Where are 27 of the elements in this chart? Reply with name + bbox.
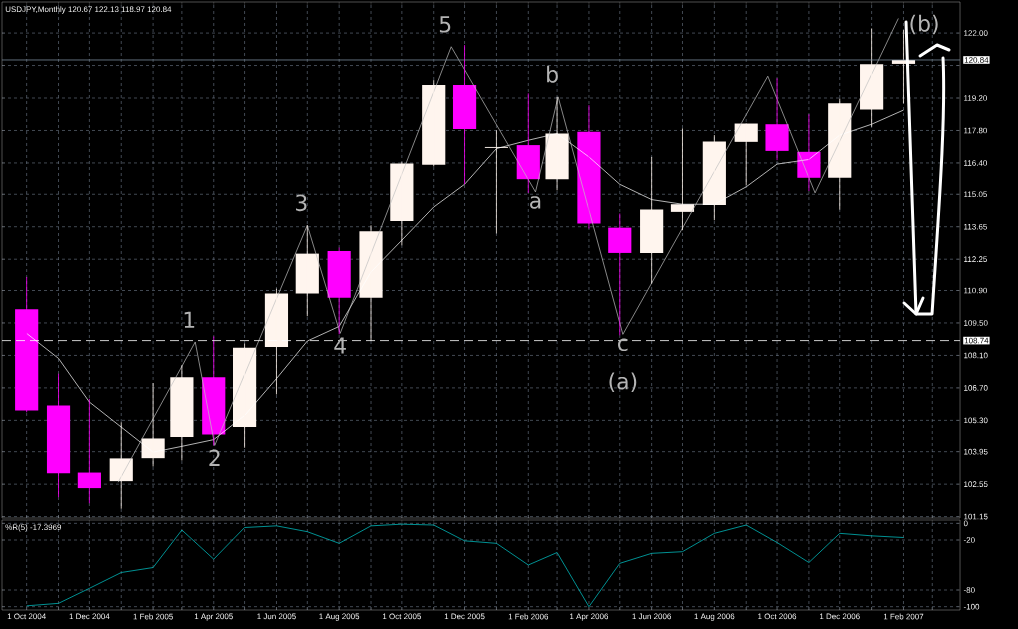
candlestick: [422, 79, 446, 167]
candlestick: [734, 123, 758, 186]
candlestick: [452, 44, 477, 185]
annotation: 2: [209, 449, 220, 466]
candlestick: [608, 213, 632, 336]
candlestick: [828, 98, 852, 210]
annotation: 1: [184, 311, 195, 328]
candlestick: [170, 365, 194, 461]
annotation: (b): [910, 14, 938, 35]
candlestick: [516, 92, 540, 194]
annotation: a: [530, 196, 541, 209]
candlestick: [702, 134, 726, 221]
candlestick: [15, 276, 39, 413]
candlestick: [77, 398, 101, 504]
candlestick: [545, 96, 569, 191]
candlestick: [860, 28, 884, 128]
candlestick: [765, 77, 789, 161]
line-series: [26, 523, 904, 608]
candlestick: [109, 421, 133, 510]
candlestick: [640, 156, 664, 284]
candlestick: [327, 247, 351, 335]
annotation: (a): [609, 372, 637, 393]
candlestick: [295, 224, 319, 317]
annotation: b: [547, 65, 558, 83]
annotation: 5: [439, 16, 451, 33]
annotation: 3: [295, 194, 307, 212]
candlestick: [46, 373, 71, 498]
